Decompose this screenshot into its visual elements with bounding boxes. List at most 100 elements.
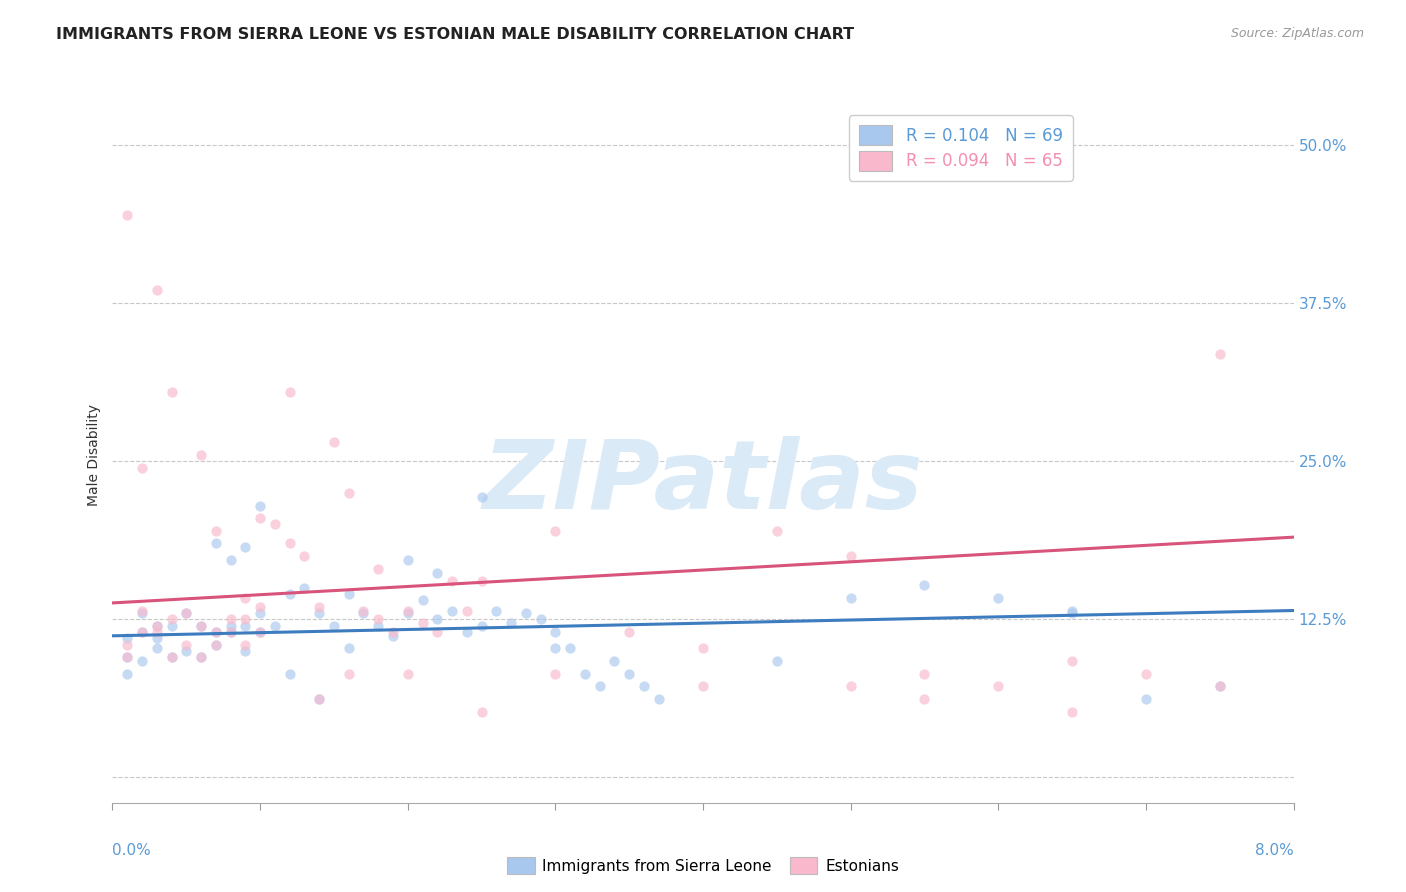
Point [292, 549, 315, 563]
Point [160, 612, 183, 626]
Point [1208, 347, 1232, 361]
Point [337, 641, 360, 656]
Point [174, 644, 197, 658]
Text: 8.0%: 8.0% [1254, 843, 1294, 858]
Point [426, 566, 449, 580]
Point [205, 524, 228, 538]
Point [249, 511, 271, 525]
Point [471, 618, 494, 632]
Point [278, 587, 301, 601]
Point [839, 549, 862, 563]
Point [529, 612, 551, 626]
Point [501, 616, 523, 631]
Point [647, 692, 671, 706]
Point [367, 562, 389, 576]
Point [441, 574, 464, 589]
Point [633, 680, 655, 694]
Point [233, 638, 256, 652]
Point [914, 666, 936, 681]
Point [544, 641, 567, 656]
Point [190, 650, 212, 665]
Point [308, 599, 330, 614]
Legend: Immigrants from Sierra Leone, Estonians: Immigrants from Sierra Leone, Estonians [501, 851, 905, 880]
Point [544, 625, 567, 640]
Point [456, 625, 478, 640]
Point [219, 625, 242, 640]
Point [174, 606, 197, 620]
Point [205, 625, 228, 640]
Point [544, 666, 567, 681]
Point [131, 603, 153, 617]
Point [1135, 666, 1157, 681]
Point [205, 625, 228, 640]
Text: ZIPatlas: ZIPatlas [482, 436, 924, 529]
Text: 0.0%: 0.0% [112, 843, 152, 858]
Point [160, 650, 183, 665]
Point [174, 638, 197, 652]
Point [308, 692, 330, 706]
Point [174, 606, 197, 620]
Point [264, 517, 287, 532]
Point [190, 448, 212, 462]
Point [337, 587, 360, 601]
Point [233, 644, 256, 658]
Point [396, 603, 419, 617]
Legend: R = 0.104   N = 69, R = 0.094   N = 65: R = 0.104 N = 69, R = 0.094 N = 65 [849, 115, 1073, 180]
Point [219, 612, 242, 626]
Point [367, 612, 389, 626]
Point [471, 490, 494, 504]
Point [190, 650, 212, 665]
Point [146, 632, 169, 646]
Point [396, 666, 419, 681]
Point [441, 603, 464, 617]
Point [382, 629, 405, 643]
Point [987, 591, 1010, 605]
Point [1062, 606, 1084, 620]
Point [308, 692, 330, 706]
Point [352, 603, 374, 617]
Point [1208, 680, 1232, 694]
Point [765, 524, 787, 538]
Point [233, 591, 256, 605]
Point [249, 625, 271, 640]
Point [146, 618, 169, 632]
Point [914, 578, 936, 592]
Point [619, 625, 641, 640]
Point [412, 616, 434, 631]
Point [131, 606, 153, 620]
Point [190, 618, 212, 632]
Point [1062, 705, 1084, 719]
Point [515, 606, 537, 620]
Point [337, 486, 360, 500]
Point [396, 606, 419, 620]
Point [839, 680, 862, 694]
Point [146, 625, 169, 640]
Point [117, 638, 138, 652]
Point [412, 593, 434, 607]
Point [987, 680, 1010, 694]
Point [471, 574, 494, 589]
Point [249, 625, 271, 640]
Text: Source: ZipAtlas.com: Source: ZipAtlas.com [1230, 27, 1364, 40]
Point [131, 625, 153, 640]
Point [160, 650, 183, 665]
Point [382, 625, 405, 640]
Point [692, 641, 714, 656]
Point [146, 618, 169, 632]
Point [367, 618, 389, 632]
Point [323, 435, 346, 450]
Point [588, 680, 610, 694]
Point [117, 208, 138, 222]
Point [131, 625, 153, 640]
Point [292, 581, 315, 595]
Text: IMMIGRANTS FROM SIERRA LEONE VS ESTONIAN MALE DISABILITY CORRELATION CHART: IMMIGRANTS FROM SIERRA LEONE VS ESTONIAN… [56, 27, 855, 42]
Point [233, 612, 256, 626]
Point [205, 638, 228, 652]
Point [456, 603, 478, 617]
Point [471, 705, 494, 719]
Point [131, 460, 153, 475]
Point [914, 692, 936, 706]
Point [692, 680, 714, 694]
Point [146, 284, 169, 298]
Point [485, 603, 508, 617]
